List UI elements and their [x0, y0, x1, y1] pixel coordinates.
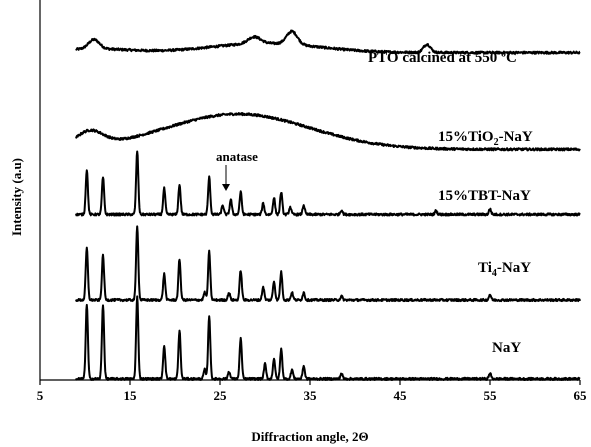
series-line-3 [75, 225, 581, 303]
series-label-tbt-nay: 15%TBT-NaY [438, 188, 531, 204]
x-axis-ticks: 5 15 25 35 45 55 65 [37, 380, 587, 403]
x-tick-label: 35 [304, 388, 318, 403]
x-tick-label: 5 [37, 388, 44, 403]
annotation-arrow [222, 165, 230, 191]
x-tick-label: 55 [484, 388, 498, 403]
series-line-4 [75, 295, 581, 381]
y-axis-label: Intensity (a.u) [9, 158, 24, 236]
x-tick-label: 45 [394, 388, 408, 403]
annotation-anatase: anatase [216, 149, 258, 164]
series-label-pto: PTO calcined at 550 ºC [368, 50, 517, 66]
series-line-2 [75, 150, 581, 217]
x-axis-label: Diffraction angle, 2Θ [251, 429, 368, 444]
series-label-ti4-nay: Ti4-NaY [478, 260, 531, 279]
x-tick-label: 65 [574, 388, 588, 403]
x-tick-label: 15 [124, 388, 138, 403]
series-line-0 [75, 29, 581, 55]
series-label-nay: NaY [492, 340, 521, 356]
chart-traces [75, 29, 581, 381]
series-label-tio2-nay: 15%TiO2-NaY [438, 129, 533, 148]
x-tick-label: 25 [214, 388, 228, 403]
series-line-1 [75, 111, 581, 152]
